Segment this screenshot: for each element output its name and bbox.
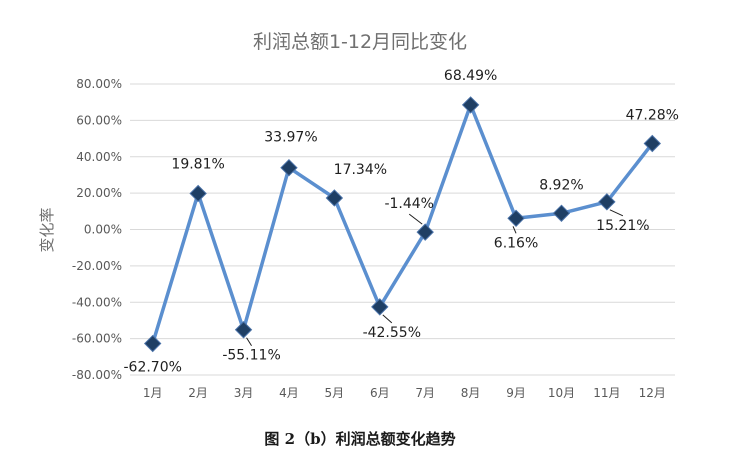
data-point-marker — [598, 193, 616, 211]
y-tick-label: 40.00% — [76, 150, 122, 164]
data-point-marker — [643, 134, 661, 153]
chart-title: 利润总额1-12月同比变化 — [253, 31, 467, 53]
data-point-marker — [280, 159, 298, 177]
data-point-marker — [325, 189, 344, 207]
data-label: 47.28% — [626, 108, 679, 124]
y-axis-ticks: -80.00% -60.00% -40.00% -20.00% 0.00% 20.00% 4… — [72, 77, 122, 382]
x-axis-ticks: 1月 2月 3月 4月 5月 6月 7月 8月 9月 10月 11月 12月 — [143, 386, 666, 400]
y-tick-label: 80.00% — [76, 77, 122, 91]
data-label-leader — [408, 213, 423, 225]
y-tick-label: -40.00% — [72, 295, 122, 309]
x-tick-label: 2月 — [188, 386, 208, 400]
data-point-marker — [189, 184, 207, 203]
x-tick-label: 6月 — [370, 386, 390, 400]
figure-caption: 图 2（b）利润总额变化趋势 — [264, 430, 455, 448]
x-tick-label: 12月 — [639, 386, 666, 400]
data-label: 68.49% — [444, 68, 497, 84]
data-label: -62.70% — [123, 360, 181, 376]
data-label-leader — [382, 314, 393, 324]
data-label: 33.97% — [264, 130, 317, 146]
x-tick-label: 8月 — [461, 386, 481, 400]
data-label: 17.34% — [334, 162, 387, 178]
x-tick-label: 11月 — [593, 386, 620, 400]
x-tick-label: 4月 — [279, 386, 299, 400]
data-label-layer: -62.70% 19.81% -55.11% 33.97% 17.34% -42.55% -… — [123, 68, 678, 376]
data-label-leader — [512, 226, 517, 234]
y-tick-label: 20.00% — [76, 186, 122, 200]
data-label: -55.11% — [222, 348, 280, 364]
data-point-marker — [234, 321, 253, 339]
y-tick-label: -80.00% — [72, 368, 122, 382]
y-tick-label: 60.00% — [76, 113, 122, 127]
data-point-marker — [461, 96, 480, 114]
data-point-marker — [144, 334, 162, 353]
series-line — [150, 103, 655, 346]
y-axis-label: 变化率 — [38, 207, 56, 252]
data-point-marker — [552, 204, 571, 222]
data-label: -42.55% — [363, 325, 421, 341]
data-label: 19.81% — [171, 156, 224, 172]
data-label: -1.44% — [384, 196, 434, 212]
y-tick-label: -60.00% — [72, 332, 122, 346]
x-tick-label: 7月 — [415, 386, 435, 400]
data-label: 15.21% — [596, 218, 649, 234]
data-marker-layer — [144, 96, 661, 353]
y-tick-label: -20.00% — [72, 259, 122, 273]
x-tick-label: 5月 — [325, 386, 345, 400]
data-point-marker — [371, 298, 389, 316]
x-tick-label: 9月 — [506, 386, 526, 400]
data-label: 6.16% — [494, 235, 538, 251]
series-line-layer — [150, 103, 655, 346]
x-tick-label: 1月 — [143, 386, 163, 400]
data-label-leader — [609, 209, 624, 217]
data-label: 8.92% — [539, 177, 583, 193]
data-point-marker — [507, 209, 525, 228]
x-tick-label: 3月 — [234, 386, 254, 400]
data-label-leader — [246, 337, 252, 346]
y-tick-label: 0.00% — [84, 223, 122, 237]
x-tick-label: 10月 — [548, 386, 575, 400]
data-point-marker — [416, 223, 434, 241]
